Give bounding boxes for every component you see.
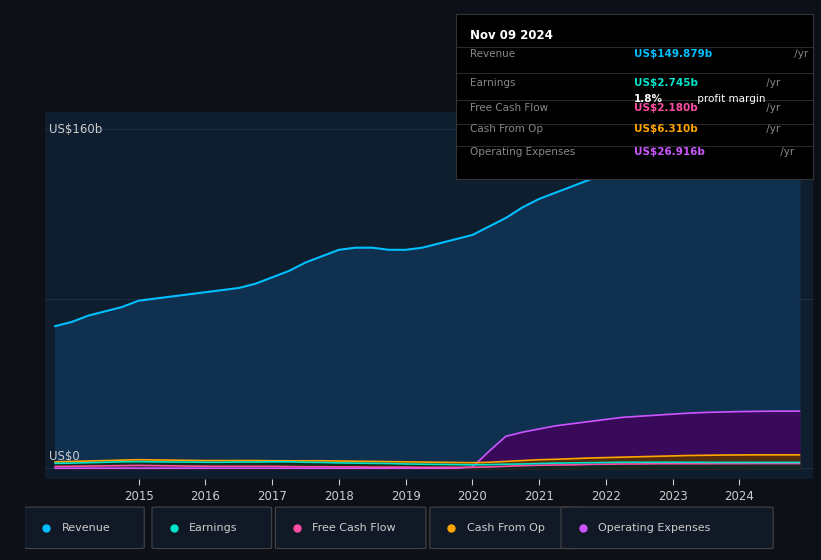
Text: Earnings: Earnings [189, 523, 237, 533]
Text: Revenue: Revenue [470, 49, 515, 59]
Text: 1.8%: 1.8% [635, 94, 663, 104]
Text: profit margin: profit margin [695, 94, 766, 104]
FancyBboxPatch shape [561, 507, 773, 549]
Text: Free Cash Flow: Free Cash Flow [313, 523, 396, 533]
Text: US$2.180b: US$2.180b [635, 103, 698, 113]
Text: Operating Expenses: Operating Expenses [598, 523, 710, 533]
Text: Nov 09 2024: Nov 09 2024 [470, 29, 553, 42]
Text: /yr: /yr [763, 103, 780, 113]
Text: US$0: US$0 [49, 450, 80, 463]
Text: Cash From Op: Cash From Op [470, 124, 543, 134]
Text: /yr: /yr [763, 77, 780, 87]
Text: Revenue: Revenue [62, 523, 110, 533]
Text: /yr: /yr [777, 147, 795, 157]
Text: Free Cash Flow: Free Cash Flow [470, 103, 548, 113]
Text: Earnings: Earnings [470, 77, 516, 87]
FancyBboxPatch shape [430, 507, 580, 549]
FancyBboxPatch shape [276, 507, 426, 549]
Text: /yr: /yr [791, 49, 809, 59]
Text: US$160b: US$160b [49, 123, 103, 136]
Text: US$26.916b: US$26.916b [635, 147, 705, 157]
Text: US$2.745b: US$2.745b [635, 77, 698, 87]
Text: US$6.310b: US$6.310b [635, 124, 698, 134]
Text: US$149.879b: US$149.879b [635, 49, 713, 59]
Text: Operating Expenses: Operating Expenses [470, 147, 576, 157]
Text: /yr: /yr [763, 124, 780, 134]
FancyBboxPatch shape [25, 507, 144, 549]
FancyBboxPatch shape [152, 507, 272, 549]
Text: Cash From Op: Cash From Op [467, 523, 544, 533]
